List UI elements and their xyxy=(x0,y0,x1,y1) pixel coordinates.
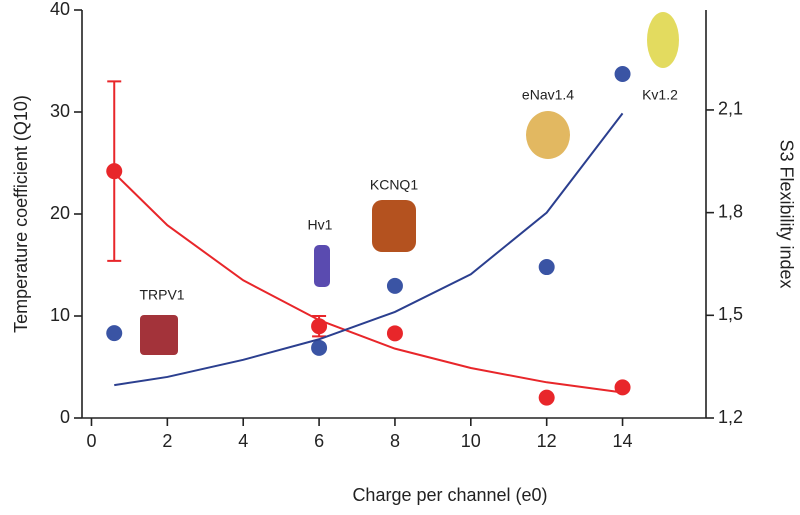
kcnq1-structure xyxy=(372,200,416,252)
structure-label: eNav1.4 xyxy=(522,87,574,103)
x-tick-label: 8 xyxy=(390,431,400,451)
structure-label: KCNQ1 xyxy=(370,177,418,193)
fit-curve xyxy=(114,112,624,387)
data-point xyxy=(614,379,631,396)
x-tick-label: 10 xyxy=(461,431,481,451)
fit-curve xyxy=(113,172,623,394)
data-point xyxy=(106,163,123,180)
enav-structure xyxy=(526,111,570,159)
data-point xyxy=(538,259,555,276)
y2-tick-label: 1,8 xyxy=(718,201,743,221)
x-tick-label: 6 xyxy=(314,431,324,451)
data-point xyxy=(311,339,328,356)
y2-tick-label: 1,2 xyxy=(718,407,743,427)
data-point xyxy=(538,389,555,406)
x-tick-label: 14 xyxy=(613,431,633,451)
y2-axis-label: S3 Flexibility index xyxy=(776,139,796,288)
hv1-structure xyxy=(314,245,330,287)
x-tick-label: 0 xyxy=(86,431,96,451)
x-tick-label: 12 xyxy=(537,431,557,451)
structure-label: Kv1.2 xyxy=(642,87,678,103)
data-point xyxy=(386,325,403,342)
y-tick-label: 30 xyxy=(50,101,70,121)
trpv1-structure xyxy=(140,315,178,355)
y-tick-label: 10 xyxy=(50,305,70,325)
data-point xyxy=(614,66,631,83)
data-point xyxy=(106,325,123,342)
x-tick-label: 4 xyxy=(238,431,248,451)
structure-label: TRPV1 xyxy=(139,287,184,303)
kv-structure xyxy=(647,12,679,68)
x-axis-label: Charge per channel (e0) xyxy=(352,485,547,505)
y-axis-label: Temperature coefficient (Q10) xyxy=(11,95,31,333)
y-tick-label: 40 xyxy=(50,0,70,19)
y-tick-label: 20 xyxy=(50,203,70,223)
structure-label: Hv1 xyxy=(308,217,333,233)
y2-tick-label: 1,5 xyxy=(718,304,743,324)
x-tick-label: 2 xyxy=(162,431,172,451)
y2-tick-label: 2,1 xyxy=(718,99,743,119)
data-point xyxy=(386,277,403,294)
y-tick-label: 0 xyxy=(60,407,70,427)
protein-icons xyxy=(140,12,679,355)
